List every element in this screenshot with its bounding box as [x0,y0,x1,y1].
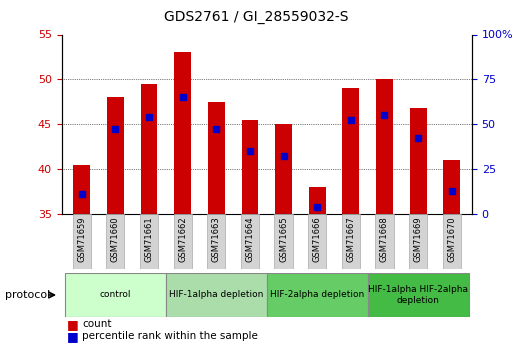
FancyBboxPatch shape [267,273,368,317]
Text: GSM71666: GSM71666 [313,217,322,263]
FancyBboxPatch shape [106,214,125,269]
Text: control: control [100,290,131,299]
FancyBboxPatch shape [376,214,393,269]
Text: GSM71660: GSM71660 [111,217,120,262]
Text: GSM71665: GSM71665 [279,217,288,262]
Text: GSM71662: GSM71662 [178,217,187,262]
Text: HIF-1alpha depletion: HIF-1alpha depletion [169,290,264,299]
FancyBboxPatch shape [308,214,326,269]
Text: GSM71667: GSM71667 [346,217,356,263]
FancyBboxPatch shape [274,214,292,269]
Bar [343,88,359,214]
Text: ■: ■ [67,330,78,343]
Bar [73,165,90,214]
FancyBboxPatch shape [207,214,225,269]
FancyBboxPatch shape [409,214,427,269]
FancyBboxPatch shape [73,214,91,269]
FancyBboxPatch shape [166,273,267,317]
Text: HIF-1alpha HIF-2alpha
depletion: HIF-1alpha HIF-2alpha depletion [368,285,468,305]
Text: GSM71668: GSM71668 [380,217,389,263]
FancyBboxPatch shape [368,273,468,317]
FancyBboxPatch shape [140,214,158,269]
FancyBboxPatch shape [173,214,192,269]
Bar [410,108,426,214]
Text: percentile rank within the sample: percentile rank within the sample [82,332,258,341]
Bar [242,120,259,214]
Text: GSM71670: GSM71670 [447,217,456,262]
FancyBboxPatch shape [342,214,360,269]
Text: ■: ■ [67,318,78,331]
Text: protocol: protocol [5,290,50,300]
Text: GSM71661: GSM71661 [145,217,153,262]
FancyBboxPatch shape [443,214,461,269]
FancyBboxPatch shape [65,273,166,317]
Text: GSM71659: GSM71659 [77,217,86,262]
Text: GSM71663: GSM71663 [212,217,221,263]
Text: GSM71669: GSM71669 [413,217,423,262]
Bar [275,124,292,214]
Bar [174,52,191,214]
Bar [309,187,326,214]
Text: GSM71664: GSM71664 [245,217,254,262]
Text: HIF-2alpha depletion: HIF-2alpha depletion [270,290,364,299]
Bar [208,102,225,214]
Text: count: count [82,319,112,329]
Bar [107,97,124,214]
Bar [443,160,460,214]
Bar [141,84,157,214]
FancyBboxPatch shape [241,214,259,269]
Text: GDS2761 / GI_28559032-S: GDS2761 / GI_28559032-S [164,10,349,24]
Bar [376,79,393,214]
